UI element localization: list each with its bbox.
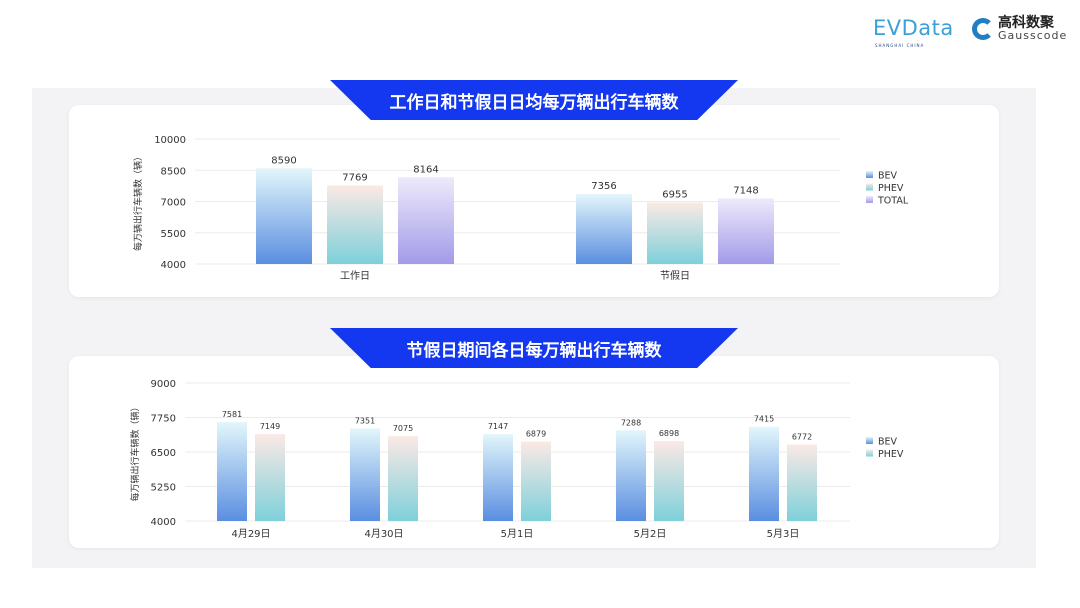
y-tick-label: 7750 (151, 414, 176, 425)
data-label: 7147 (488, 422, 508, 431)
legend-label: PHEV (878, 183, 904, 194)
bar-bev (256, 168, 312, 264)
bar-total (718, 198, 774, 264)
x-tick-label: 5月2日 (634, 528, 667, 540)
data-label: 7148 (733, 185, 758, 196)
y-axis-label: 每万辆出行车辆数（辆） (132, 152, 144, 251)
data-label: 7581 (222, 410, 242, 419)
gausscode-mark-icon (972, 18, 994, 40)
chart-title-1: 工作日和节假日日均每万辆出行车辆数 (330, 80, 738, 120)
legend-label: TOTAL (877, 196, 909, 207)
legend-label: PHEV (878, 449, 904, 460)
bar-bev (350, 428, 380, 521)
bar-total (398, 177, 454, 264)
gausscode-cn: 高科数聚 (998, 15, 1054, 31)
data-label: 7288 (621, 418, 641, 427)
data-label: 6879 (526, 430, 546, 439)
x-tick-label: 5月1日 (501, 528, 534, 540)
bar-bev (616, 430, 646, 521)
data-label: 6955 (662, 189, 687, 200)
bar-bev (576, 194, 632, 264)
evdata-logo-text: EVData (873, 16, 954, 40)
data-label: 8164 (413, 164, 438, 175)
bar-phev (388, 436, 418, 521)
legend-swatch-total (866, 196, 873, 203)
y-tick-label: 5250 (151, 483, 176, 494)
bar-phev (327, 185, 383, 264)
legend-swatch-bev (866, 437, 873, 444)
x-tick-label: 4月30日 (364, 528, 403, 540)
legend-swatch-phev (866, 449, 873, 457)
y-tick-label: 7000 (161, 198, 186, 209)
data-label: 7351 (355, 417, 375, 426)
data-label: 8590 (271, 155, 296, 166)
evdata-logo-subtext: SHANGHAI CHINA (875, 43, 925, 48)
y-tick-label: 10000 (154, 135, 186, 146)
bar-phev (521, 441, 551, 521)
y-tick-label: 9000 (151, 379, 176, 390)
bar-phev (654, 441, 684, 521)
y-tick-label: 8500 (161, 166, 186, 177)
data-label: 7356 (591, 181, 616, 192)
x-tick-label: 工作日 (340, 270, 370, 282)
bar-bev (483, 434, 513, 521)
x-tick-label: 4月29日 (231, 528, 270, 540)
y-axis-label: 每万辆出行车辆数（辆） (129, 402, 141, 501)
x-tick-label: 节假日 (660, 269, 690, 282)
data-label: 7415 (754, 415, 774, 424)
data-label: 7075 (393, 424, 413, 433)
gausscode-logo: 高科数聚 Gausscode (972, 16, 1067, 42)
legend-swatch-bev (866, 171, 873, 178)
bar-phev (647, 202, 703, 264)
y-tick-label: 6500 (151, 448, 176, 459)
legend-label: BEV (878, 437, 898, 448)
legend-label: BEV (878, 171, 898, 182)
evdata-logo: EVData SHANGHAI CHINA (873, 16, 954, 48)
gausscode-en: Gausscode (998, 29, 1068, 42)
y-tick-label: 4000 (161, 260, 186, 271)
bar-bev (217, 422, 247, 521)
x-tick-label: 5月3日 (767, 528, 800, 540)
chart-title-2: 节假日期间各日每万辆出行车辆数 (330, 328, 738, 368)
bar-phev (255, 434, 285, 521)
data-label: 6772 (792, 432, 812, 441)
bar-bev (749, 426, 779, 521)
bar-phev (787, 444, 817, 521)
y-tick-label: 5500 (161, 229, 186, 240)
data-label: 7769 (342, 172, 367, 183)
data-label: 6898 (659, 429, 679, 438)
y-tick-label: 4000 (151, 517, 176, 528)
data-label: 7149 (260, 422, 280, 431)
legend-swatch-phev (866, 183, 873, 191)
